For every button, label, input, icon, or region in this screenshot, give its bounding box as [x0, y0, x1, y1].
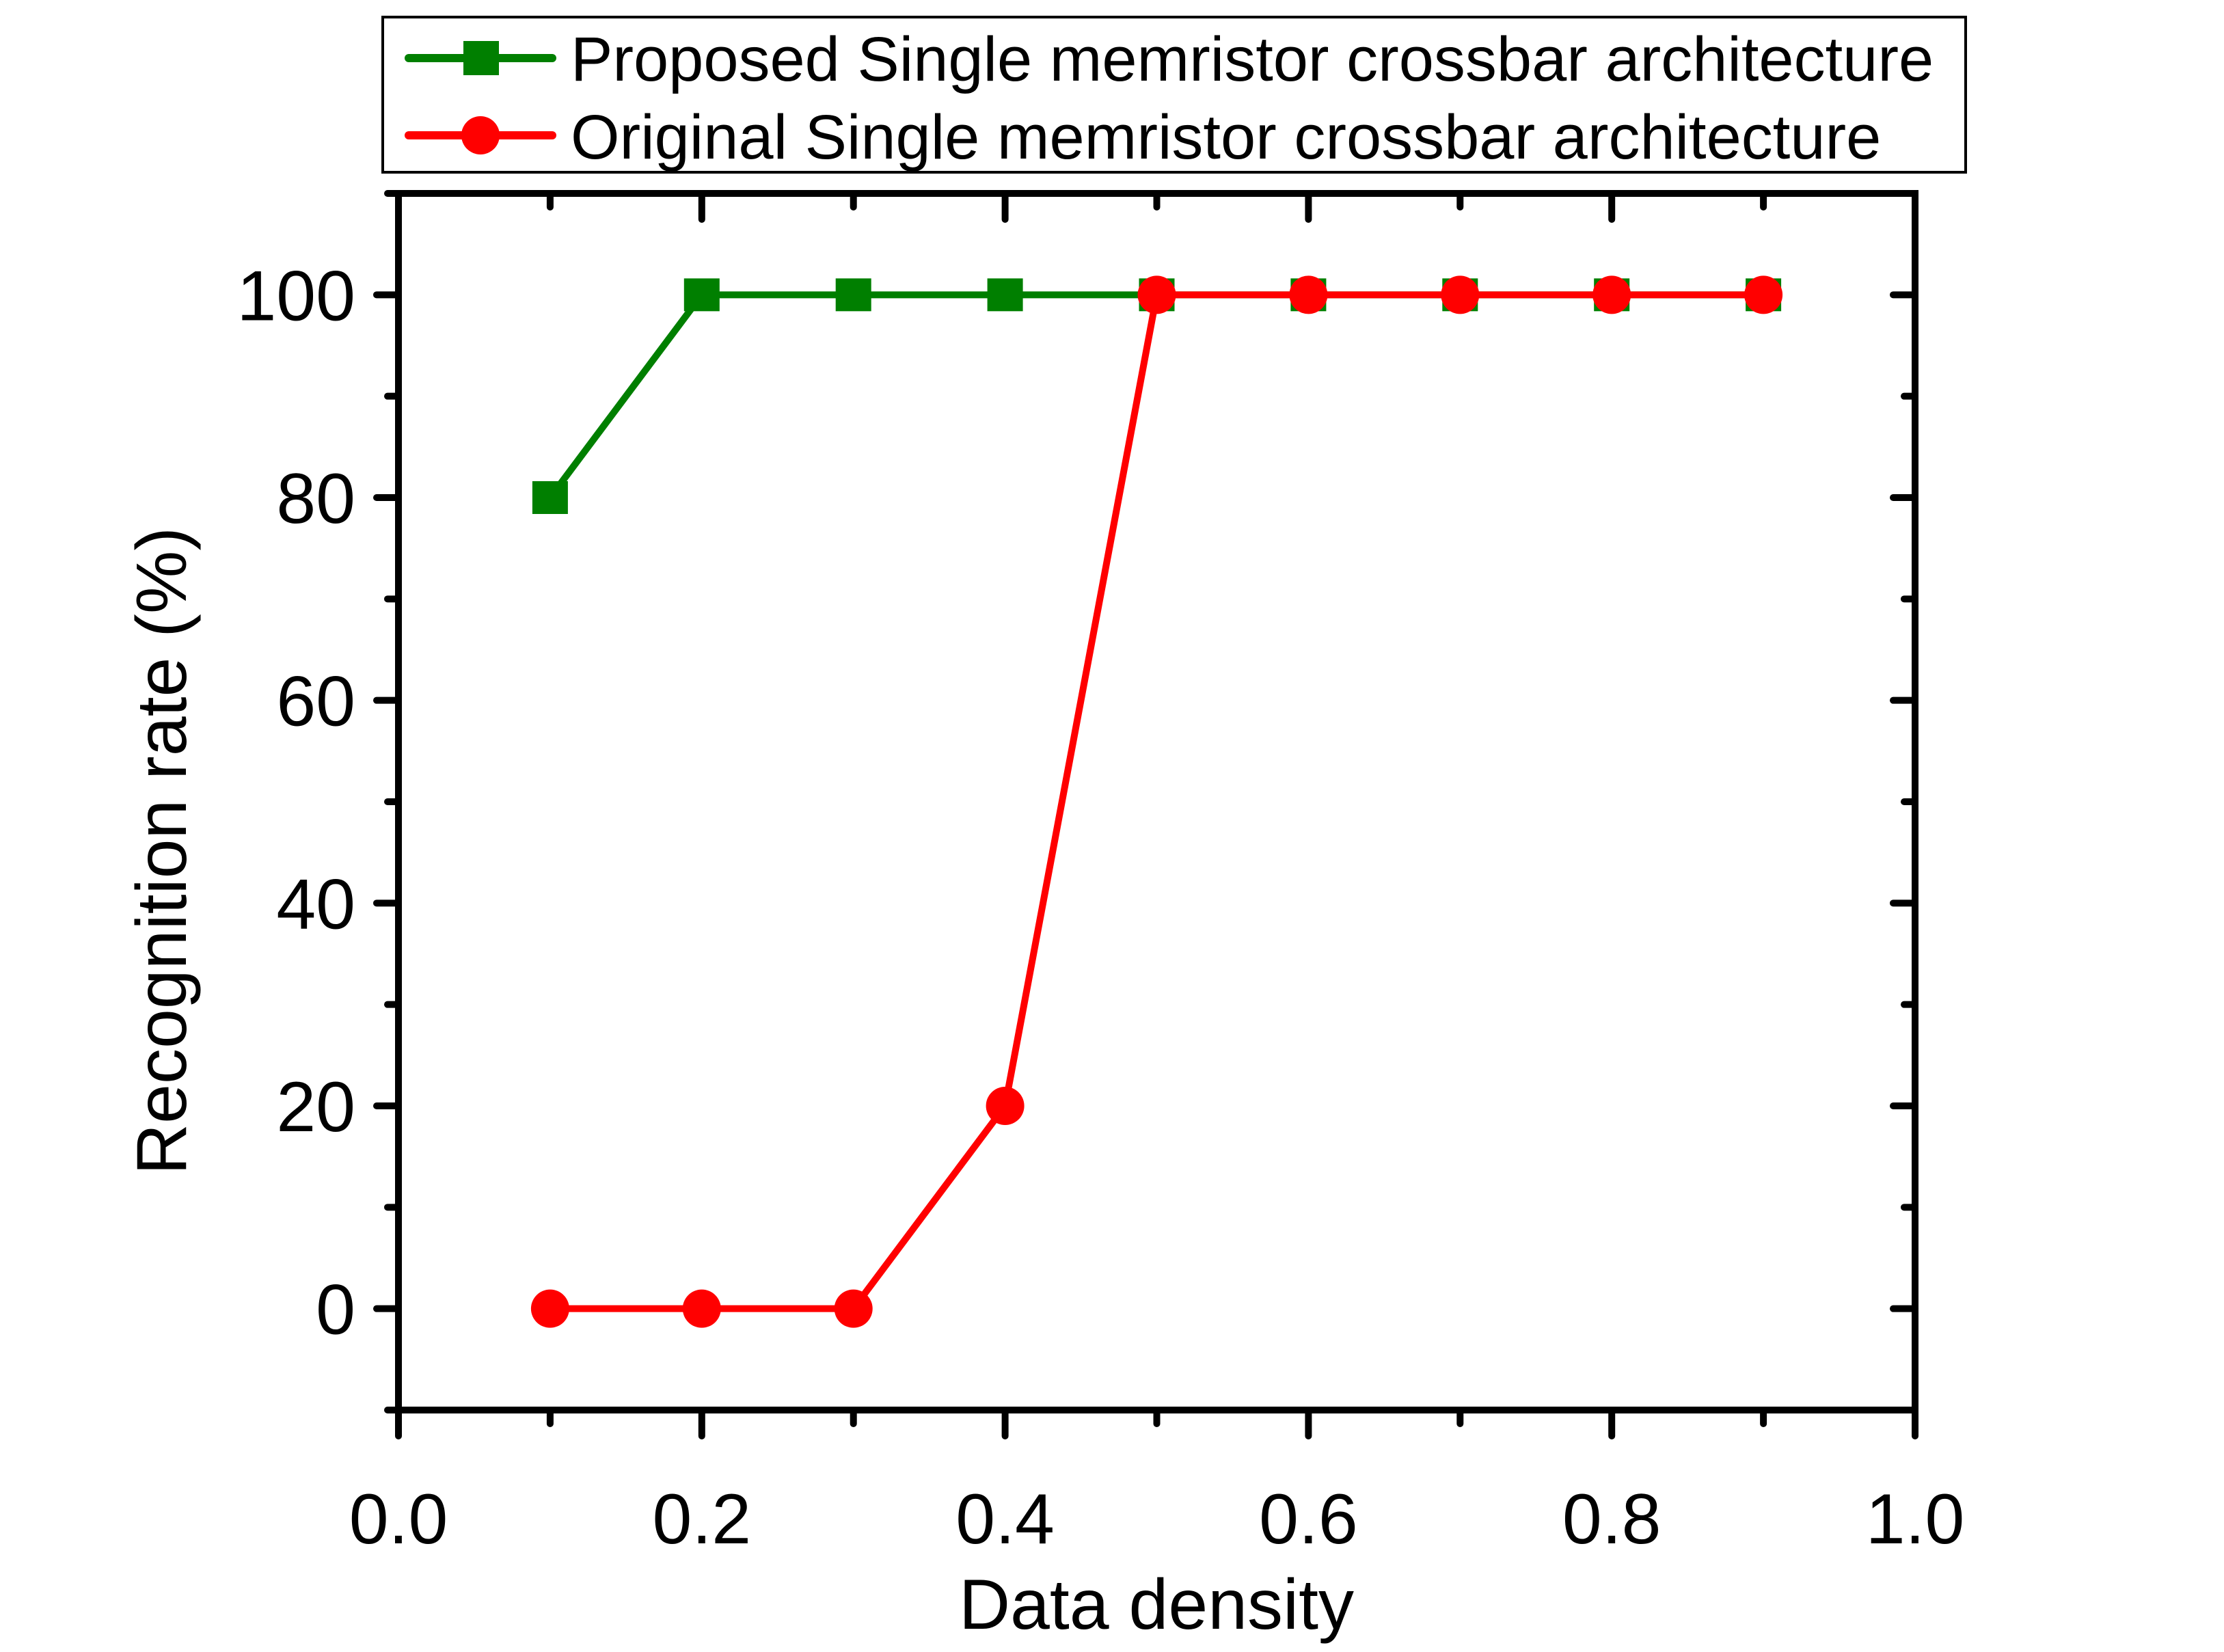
legend-marker-square-icon [463, 41, 499, 75]
axis-ticks [373, 190, 1918, 1439]
data-point-circle [1744, 275, 1783, 314]
data-point-square [683, 278, 720, 312]
series-line [550, 291, 1764, 1312]
x-axis-title: Data density [959, 1565, 1354, 1644]
series-line [547, 291, 1764, 500]
data-point-circle [1137, 275, 1176, 314]
data-point-square [532, 481, 568, 514]
y-tick-label: 40 [276, 865, 355, 944]
legend-label-original: Original Single memristor crossbar archi… [571, 103, 1881, 172]
plot-frame [395, 190, 1918, 1413]
x-tick-label: 0.8 [1562, 1480, 1662, 1559]
tick-labels: 0.0 0.2 0.4 0.6 0.8 1.0 0 20 40 60 80 100 [236, 256, 1964, 1559]
legend-item-proposed: Proposed Single memristor crossbar archi… [405, 25, 1934, 94]
x-tick-label: 0.4 [955, 1480, 1055, 1559]
y-tick-label: 100 [236, 256, 355, 336]
legend-box [381, 16, 1967, 174]
y-tick-label: 20 [276, 1068, 355, 1147]
series-original [530, 275, 1783, 1328]
y-tick-label: 80 [276, 459, 355, 539]
x-tick-label: 1.0 [1866, 1480, 1965, 1559]
y-tick-label: 0 [316, 1271, 355, 1350]
data-point-square [835, 278, 871, 312]
x-tick-label: 0.2 [653, 1480, 752, 1559]
data-point-circle [530, 1289, 569, 1328]
legend-label-proposed: Proposed Single memristor crossbar archi… [571, 25, 1934, 94]
y-axis-title: Recognition rate (%) [122, 527, 202, 1175]
data-point-square [987, 278, 1023, 312]
data-point-circle [1441, 275, 1480, 314]
y-tick-label: 60 [276, 662, 355, 742]
data-point-circle [1592, 275, 1631, 314]
x-tick-label: 0.0 [349, 1480, 448, 1559]
data-point-circle [1289, 275, 1328, 314]
data-point-circle [986, 1087, 1025, 1125]
legend-marker-circle-icon [461, 116, 500, 154]
x-tick-label: 0.6 [1259, 1480, 1358, 1559]
legend-item-original: Original Single memristor crossbar archi… [405, 103, 1881, 172]
data-point-circle [682, 1289, 721, 1328]
legend: Proposed Single memristor crossbar archi… [381, 16, 1967, 174]
series-layer [530, 275, 1783, 1328]
data-point-circle [834, 1289, 873, 1328]
